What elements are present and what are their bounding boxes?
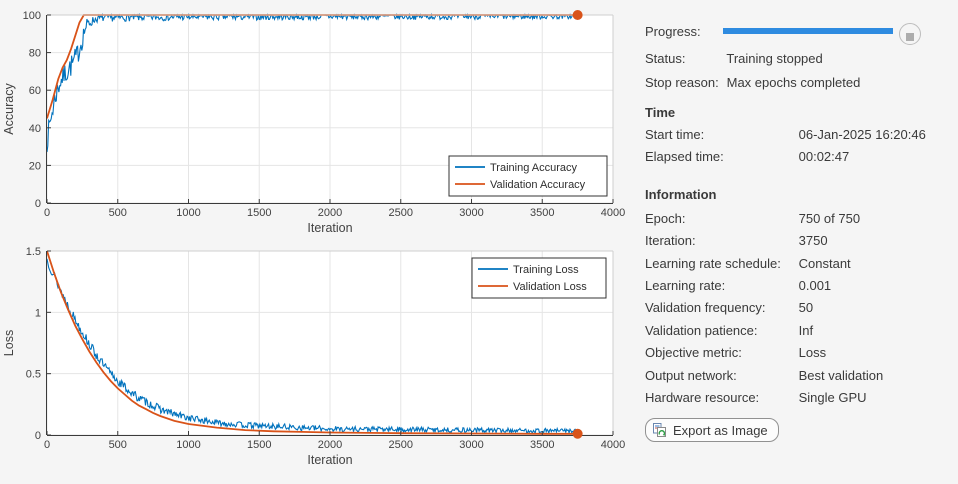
export-button-label: Export as Image xyxy=(673,422,768,438)
epoch-value: 750 of 750 xyxy=(798,211,861,226)
iteration-value: 3750 xyxy=(798,233,828,248)
epoch-row: Epoch: 750 of 750 xyxy=(645,211,860,226)
stop-icon xyxy=(906,33,914,41)
objective-metric-row: Objective metric: Loss xyxy=(645,345,826,360)
validation-frequency-value: 50 xyxy=(798,300,814,315)
validation-accuracy-line xyxy=(46,14,578,119)
x-tick-label: 3000 xyxy=(459,207,483,219)
training-info-panel: Progress: Status: Training stopped Stop … xyxy=(645,0,958,484)
x-axis-label: Iteration xyxy=(307,453,352,467)
y-tick-label: 60 xyxy=(29,85,41,97)
validation-loss-line xyxy=(46,250,578,435)
validation-patience-value: Inf xyxy=(798,323,814,338)
y-axis-label: Accuracy xyxy=(2,83,16,135)
y-tick-label: 0.5 xyxy=(26,369,41,381)
status-value: Training stopped xyxy=(726,51,823,66)
x-tick-label: 0 xyxy=(44,439,50,451)
elapsed-time-row: Elapsed time: 00:02:47 xyxy=(645,149,849,164)
stop-reason-value: Max epochs completed xyxy=(726,75,861,90)
x-tick-label: 0 xyxy=(44,207,50,219)
x-tick-label: 500 xyxy=(109,207,127,219)
lr-schedule-label: Learning rate schedule: xyxy=(645,256,781,271)
time-header: Time xyxy=(645,105,676,120)
y-tick-label: 80 xyxy=(29,48,41,60)
learning-rate-label: Learning rate: xyxy=(645,278,726,293)
output-network-label: Output network: xyxy=(645,368,737,383)
iteration-label: Iteration: xyxy=(645,233,696,248)
legend-label: Training Loss xyxy=(513,264,579,276)
lr-schedule-value: Constant xyxy=(798,256,851,271)
y-tick-label: 0 xyxy=(35,198,41,210)
output-network-value: Best validation xyxy=(798,368,884,383)
validation-patience-row: Validation patience: Inf xyxy=(645,323,813,338)
progress-bar-fill xyxy=(723,28,893,34)
x-tick-label: 2000 xyxy=(318,439,342,451)
stop-reason-label: Stop reason: xyxy=(645,75,719,90)
elapsed-time-label: Elapsed time: xyxy=(645,149,724,164)
y-tick-label: 1.5 xyxy=(26,246,41,258)
legend-label: Training Accuracy xyxy=(490,162,578,174)
x-tick-label: 2500 xyxy=(389,439,413,451)
hardware-resource-row: Hardware resource: Single GPU xyxy=(645,390,867,405)
x-tick-label: 4000 xyxy=(601,207,625,219)
x-tick-label: 1000 xyxy=(176,439,200,451)
start-time-row: Start time: 06-Jan-2025 16:20:46 xyxy=(645,127,926,142)
objective-metric-value: Loss xyxy=(798,345,827,360)
y-tick-label: 40 xyxy=(29,123,41,135)
hardware-resource-label: Hardware resource: xyxy=(645,390,760,405)
iteration-row: Iteration: 3750 xyxy=(645,233,828,248)
progress-row: Progress: xyxy=(645,24,723,39)
training-loss-line xyxy=(46,258,578,435)
hardware-resource-value: Single GPU xyxy=(798,390,867,405)
learning-rate-row: Learning rate: 0.001 xyxy=(645,278,831,293)
export-button[interactable]: Export as Image xyxy=(645,418,779,442)
epoch-label: Epoch: xyxy=(645,211,686,226)
x-tick-label: 3500 xyxy=(530,439,554,451)
y-axis-label: Loss xyxy=(2,330,16,356)
objective-metric-label: Objective metric: xyxy=(645,345,742,360)
x-tick-label: 2500 xyxy=(389,207,413,219)
validation-frequency-label: Validation frequency: xyxy=(645,300,766,315)
validation-patience-label: Validation patience: xyxy=(645,323,758,338)
validation-accuracy-end-marker xyxy=(572,10,583,20)
x-tick-label: 2000 xyxy=(318,207,342,219)
progress-bar xyxy=(723,28,893,34)
export-image-icon xyxy=(653,423,666,437)
validation-loss-end-marker xyxy=(572,428,583,439)
information-header: Information xyxy=(645,187,717,202)
validation-frequency-row: Validation frequency: 50 xyxy=(645,300,813,315)
y-tick-label: 20 xyxy=(29,160,41,172)
x-tick-label: 1500 xyxy=(247,439,271,451)
y-tick-label: 1 xyxy=(35,307,41,319)
charts-column: 0 500 1000 1500 2000 2500 3000 3500 4000 0 20 40 60 8… xyxy=(2,10,625,467)
x-axis-label: Iteration xyxy=(307,221,352,235)
accuracy-chart: 0 500 1000 1500 2000 2500 3000 3500 4000 0 20 40 60 8… xyxy=(2,10,625,235)
loss-chart: 0 500 1000 1500 2000 2500 3000 3500 4000 0 0.5 1 1.5… xyxy=(2,246,625,467)
legend: Training Loss Validation Loss xyxy=(471,257,607,299)
output-network-row: Output network: Best validation xyxy=(645,368,883,383)
legend: Training Accuracy Validation Accuracy xyxy=(448,155,608,197)
learning-rate-value: 0.001 xyxy=(798,278,832,293)
legend-label: Validation Loss xyxy=(513,281,587,293)
status-label: Status: xyxy=(645,51,686,66)
x-tick-label: 1500 xyxy=(247,207,271,219)
start-time-value: 06-Jan-2025 16:20:46 xyxy=(798,127,926,142)
stop-reason-row: Stop reason: Max epochs completed xyxy=(645,75,860,90)
x-tick-label: 4000 xyxy=(601,439,625,451)
lr-schedule-row: Learning rate schedule: Constant xyxy=(645,256,851,271)
y-tick-label: 0 xyxy=(35,430,41,442)
status-row: Status: Training stopped xyxy=(645,51,823,66)
progress-label: Progress: xyxy=(645,24,701,39)
legend-label: Validation Accuracy xyxy=(490,179,586,191)
stop-button[interactable] xyxy=(899,23,921,45)
x-tick-label: 500 xyxy=(109,439,127,451)
start-time-label: Start time: xyxy=(645,127,705,142)
x-tick-label: 3000 xyxy=(459,439,483,451)
elapsed-time-value: 00:02:47 xyxy=(798,149,850,164)
x-tick-label: 3500 xyxy=(530,207,554,219)
y-tick-label: 100 xyxy=(23,10,41,22)
x-tick-label: 1000 xyxy=(176,207,200,219)
